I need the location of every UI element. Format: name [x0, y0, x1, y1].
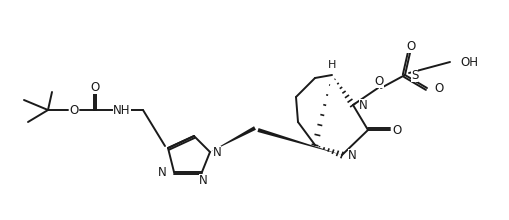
Text: O: O — [406, 40, 416, 53]
Text: O: O — [69, 103, 78, 117]
Polygon shape — [258, 128, 342, 155]
Text: S: S — [411, 68, 418, 81]
Text: NH: NH — [113, 103, 131, 117]
Text: O: O — [392, 123, 402, 136]
Polygon shape — [210, 126, 256, 152]
Text: N: N — [348, 148, 357, 161]
Text: N: N — [213, 145, 221, 158]
Text: O: O — [375, 75, 384, 88]
Text: N: N — [359, 99, 367, 112]
Text: OH: OH — [460, 55, 478, 68]
Text: O: O — [434, 81, 443, 95]
Text: O: O — [91, 81, 100, 94]
Text: N: N — [199, 174, 207, 187]
Text: N: N — [158, 165, 167, 178]
Text: H: H — [328, 60, 336, 70]
